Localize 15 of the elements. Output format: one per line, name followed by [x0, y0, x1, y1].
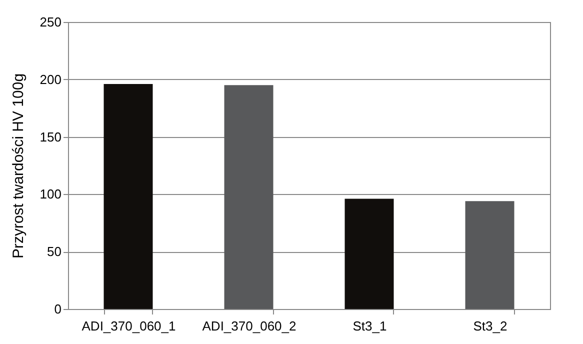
x-tick-label: ADI_370_060_2	[202, 318, 296, 334]
y-tick-label: 200	[40, 72, 62, 87]
x-tick-label: St3_2	[473, 318, 508, 334]
bar	[104, 84, 153, 309]
y-tick-label: 0	[54, 302, 62, 316]
y-tick-label: 250	[40, 14, 62, 30]
y-axis-title: Przyrost twardości HV 100g	[10, 73, 27, 259]
y-tick-label: 150	[40, 129, 62, 144]
y-tick-label: 100	[40, 186, 62, 202]
bar	[344, 198, 394, 309]
y-tick-label: 50	[47, 244, 62, 260]
x-tick-label: ADI_370_060_1	[82, 318, 176, 334]
bar	[224, 85, 274, 309]
x-tick-label: St3_1	[352, 318, 387, 334]
bar	[465, 201, 514, 309]
